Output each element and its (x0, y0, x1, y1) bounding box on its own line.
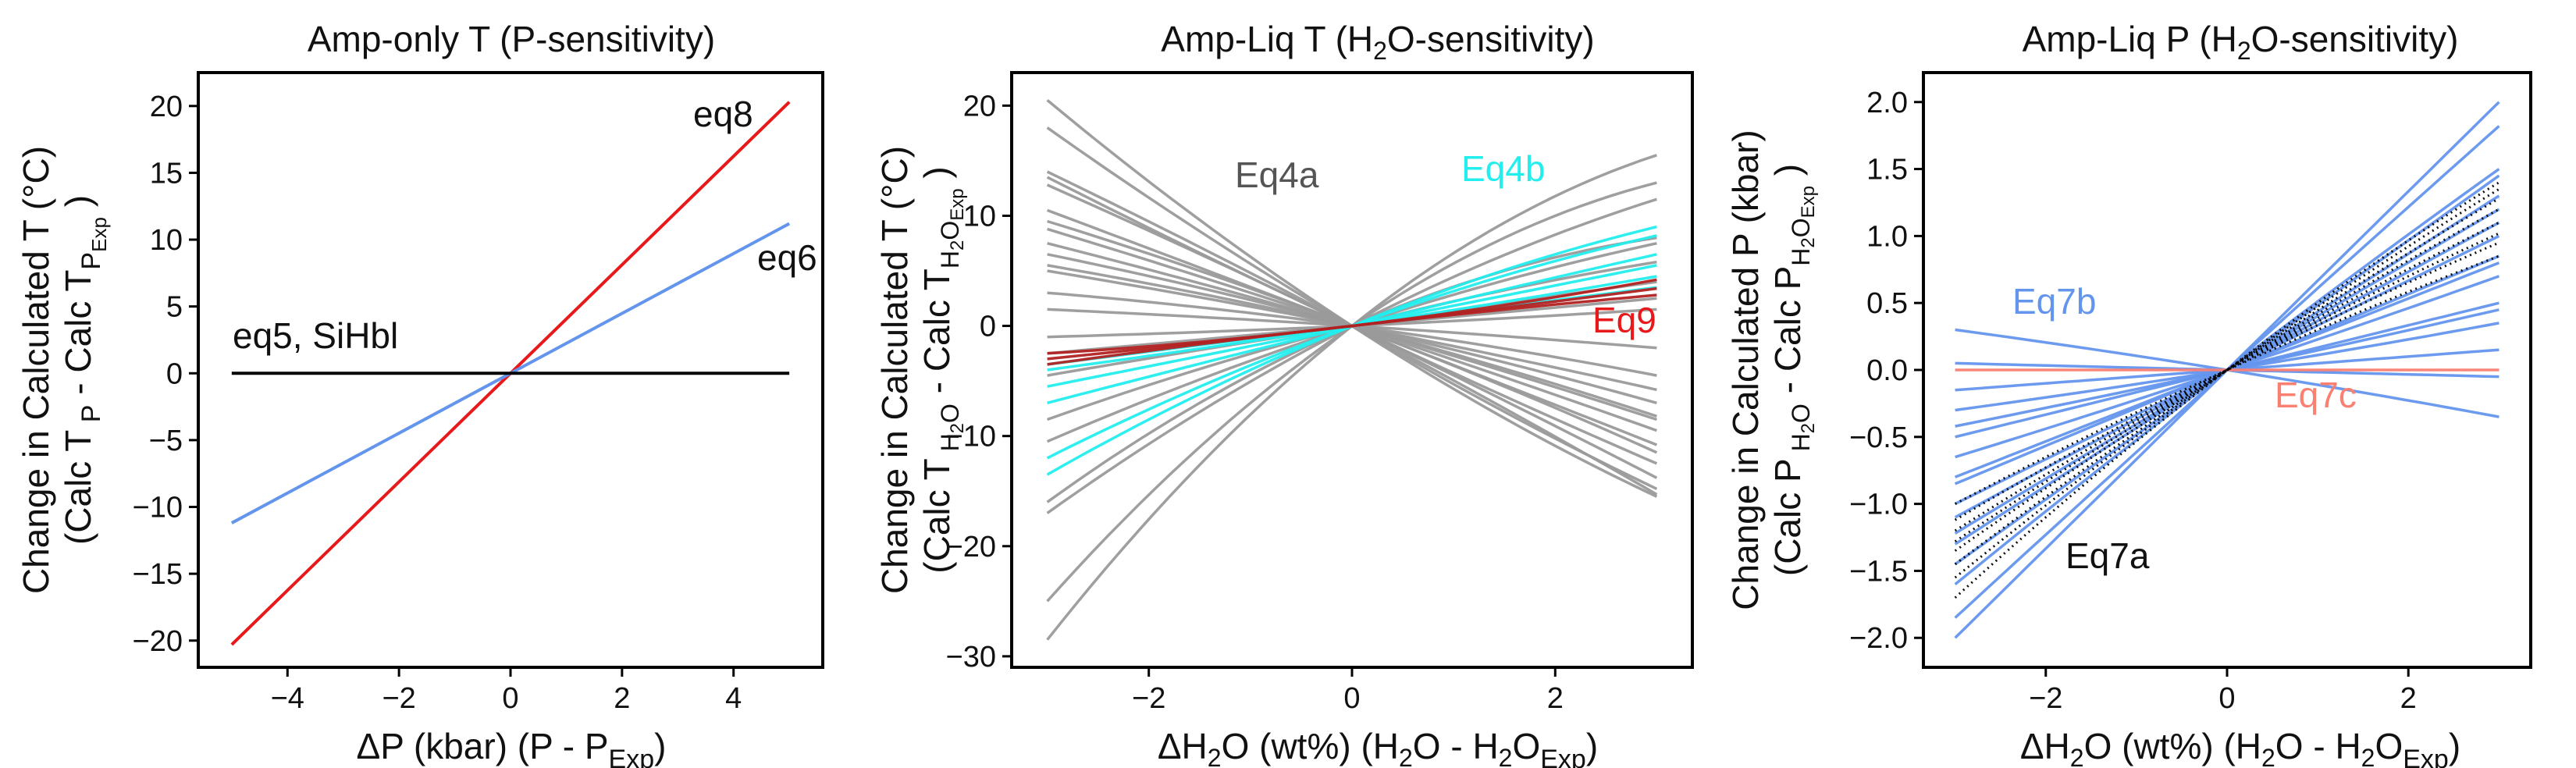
y-tick-label: 20 (963, 90, 996, 123)
annotation-eq4b: Eq4b (1461, 148, 1545, 189)
x-tick-label: −2 (1132, 682, 1165, 715)
y-tick-label: 0 (980, 311, 996, 343)
x-tick-label: 0 (1343, 682, 1360, 715)
y-tick-label: 0 (166, 357, 183, 390)
y-tick-label: −5 (149, 425, 183, 457)
y-tick-label: 1.0 (1866, 220, 1908, 253)
x-tick-label: 2 (1547, 682, 1564, 715)
plot-frame (1010, 71, 1694, 669)
y-tick-label: 20 (150, 91, 183, 123)
y-tick-label: −1.5 (1849, 555, 1908, 588)
x-tick-label: 4 (725, 682, 742, 715)
curve-eq9 (1047, 286, 1657, 361)
panel-title: Amp-Liq T (H2O-sensitivity) (1161, 19, 1594, 65)
y-axis-label-line1: Change in Calculated P (kbar) (1725, 130, 1766, 610)
panel-amp-liq-t: Amp-Liq T (H2O-sensitivity) −2 0 2−30−20−1… (874, 19, 1694, 768)
y-tick-label: 10 (963, 200, 996, 233)
panel-title: Amp-only T (P-sensitivity) (308, 19, 715, 59)
axis-ticks: −2 0 2 −2.0 −1.5 −1.0 −0.5 0.0 0.5 1.0 1.5 2.0 (1849, 87, 2417, 715)
y-axis-label-line2: (Calc P H2O - Calc PH2OExp ) (1767, 164, 1819, 576)
annotation-eq7a: Eq7a (2065, 535, 2150, 576)
x-tick-label: 2 (614, 682, 630, 715)
y-axis-label-line1: Change in Calculated T (°C) (16, 146, 56, 594)
curve-eq7a (1954, 208, 2500, 552)
annotation-eq4a: Eq4a (1235, 155, 1319, 195)
y-tick-label: 0.0 (1866, 354, 1908, 387)
y-tick-label: −2.0 (1849, 622, 1908, 655)
annotation-eq6: eq6 (757, 237, 817, 278)
curve-eq4a (1047, 269, 1657, 392)
annotation-eq5-sihbl: eq5, SiHbl (233, 315, 398, 356)
curve-eq4b (1047, 253, 1657, 404)
y-tick-label: −1.0 (1849, 489, 1908, 521)
annotation-eq7b: Eq7b (2012, 281, 2096, 322)
x-axis-label: ΔH2O (wt%) (H2O - H2OExp) (2020, 726, 2460, 768)
y-tick-label: −30 (946, 641, 996, 674)
annotation-eq9: Eq9 (1592, 300, 1656, 340)
curve-eq7a (1954, 232, 2500, 532)
curve-eq4b (1047, 275, 1657, 372)
x-tick-label: 0 (502, 682, 518, 715)
x-tick-label: −2 (2029, 682, 2062, 715)
y-tick-label: 10 (150, 224, 183, 257)
y-tick-label: 1.5 (1866, 154, 1908, 187)
x-axis-label: ΔP (kbar) (P - PExp) (357, 726, 667, 768)
y-tick-label: −0.5 (1849, 421, 1908, 454)
x-tick-label: −2 (382, 682, 415, 715)
curve-eq4a (1047, 242, 1657, 421)
x-tick-label: −4 (271, 682, 304, 715)
panel-amp-only-t: Amp-only T (P-sensitivity) −4 −2 0 2 4−20−15… (16, 19, 824, 768)
y-tick-label: −20 (133, 625, 183, 658)
annotation-eq7c: Eq7c (2275, 375, 2357, 415)
curve-eq7b (1955, 308, 2500, 428)
y-tick-label: 0.5 (1866, 287, 1908, 320)
curve-eq7a (1954, 197, 2500, 566)
curve-eq4a (1046, 126, 1658, 490)
plot-area (1046, 98, 1658, 641)
y-tick-label: 5 (166, 291, 183, 324)
y-tick-label: −15 (133, 558, 183, 591)
y-tick-label: −10 (946, 421, 996, 453)
y-tick-label: −10 (133, 492, 183, 524)
y-tick-label: 2.0 (1866, 87, 1908, 119)
panel-amp-liq-p: Amp-Liq P (H2O-sensitivity) −2 0 2 −2.0 −1.5… (1725, 19, 2532, 768)
plot-area (1954, 101, 2500, 639)
curve-eq9 (1047, 293, 1657, 366)
curve-eq7b (1954, 168, 2500, 585)
panel-title: Amp-Liq P (H2O-sensitivity) (2023, 19, 2459, 65)
curve-eq7a (1954, 241, 2500, 521)
y-tick-label: −20 (946, 531, 996, 564)
x-tick-label: 0 (2218, 682, 2235, 715)
y-tick-label: 15 (150, 157, 183, 190)
annotation-eq8: eq8 (693, 94, 753, 134)
curve-eq7a (1954, 188, 2500, 579)
plot-area (230, 101, 791, 646)
x-axis-label: ΔH2O (wt%) (H2O - H2OExp) (1158, 726, 1598, 768)
curve-eq4a (1046, 183, 1658, 479)
curve-eq4a (1046, 176, 1658, 465)
y-axis-label-line2: (Calc T H2O - Calc TH2OExp ) (916, 166, 968, 573)
x-tick-label: 2 (2400, 682, 2417, 715)
curve-eq7a (1954, 181, 2500, 599)
curve-eq7b (1954, 125, 2500, 619)
y-axis-label-line2: (Calc T P - Calc TPExp ) (58, 195, 111, 545)
y-axis-label-line1: Change in Calculated T (°C) (874, 146, 915, 594)
